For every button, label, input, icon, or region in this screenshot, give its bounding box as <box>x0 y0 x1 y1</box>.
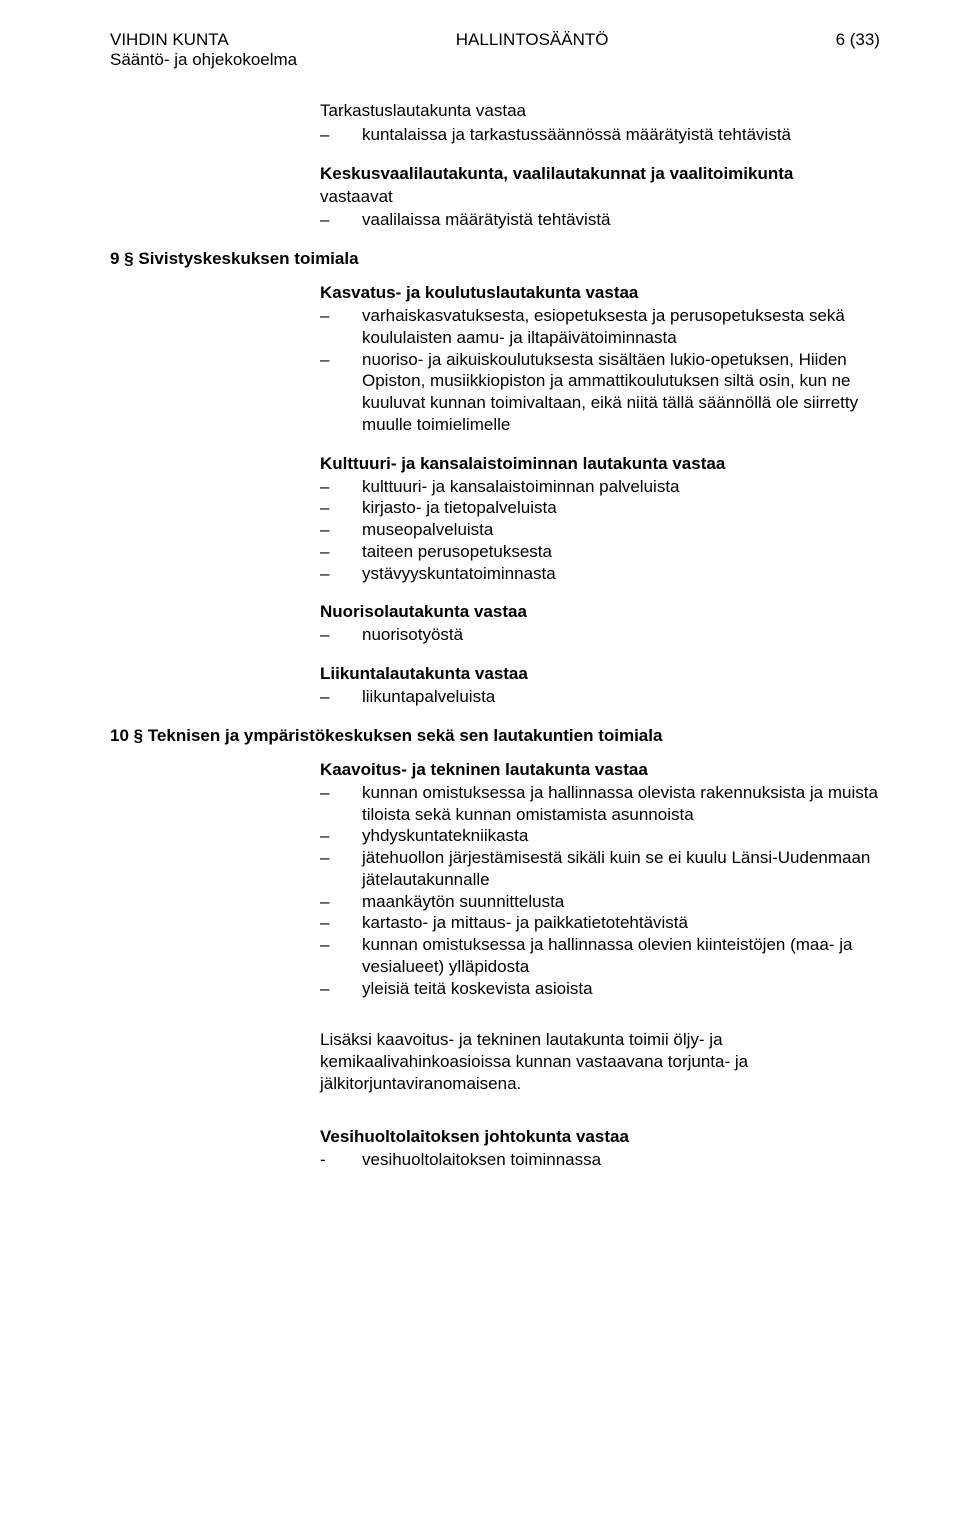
item-list: vesihuoltolaitoksen toiminnassa <box>320 1149 880 1171</box>
section-title: Vesihuoltolaitoksen johtokunta vastaa <box>320 1127 880 1147</box>
section-vesihuolto: Vesihuoltolaitoksen johtokunta vastaa ve… <box>320 1127 880 1171</box>
section-9-heading: 9 § Sivistyskeskuksen toimiala <box>110 249 880 269</box>
list-item: liikuntapalveluista <box>320 686 880 708</box>
item-list: kulttuuri- ja kansalaistoiminnan palvelu… <box>320 476 880 585</box>
list-item: nuorisotyöstä <box>320 624 880 646</box>
section-kasvatus: Kasvatus- ja koulutuslautakunta vastaa v… <box>320 283 880 436</box>
section-title: Keskusvaalilautakunta, vaalilautakunnat … <box>320 164 880 184</box>
section-title: Liikuntalautakunta vastaa <box>320 664 880 684</box>
item-list: varhaiskasvatuksesta, esiopetuksesta ja … <box>320 305 880 436</box>
page-header: VIHDIN KUNTA HALLINTOSÄÄNTÖ 6 (33) <box>110 30 880 50</box>
list-item: kunnan omistuksessa ja hallinnassa olevi… <box>320 782 880 826</box>
spacer <box>110 1113 880 1127</box>
list-item: museopalveluista <box>320 519 880 541</box>
section-kulttuuri: Kulttuuri- ja kansalaistoiminnan lautaku… <box>320 454 880 585</box>
spacer <box>320 1015 880 1029</box>
header-right: 6 (33) <box>836 30 880 50</box>
header-left: VIHDIN KUNTA <box>110 30 229 50</box>
header-center: HALLINTOSÄÄNTÖ <box>456 30 609 50</box>
list-item: kirjasto- ja tietopalveluista <box>320 497 880 519</box>
list-item: vaalilaissa määrätyistä tehtävistä <box>320 209 880 231</box>
section-nuoriso: Nuorisolautakunta vastaa nuorisotyöstä <box>320 602 880 646</box>
list-item: yhdyskuntatekniikasta <box>320 825 880 847</box>
section-title: Kulttuuri- ja kansalaistoiminnan lautaku… <box>320 454 880 474</box>
section-kaavoitus: Kaavoitus- ja tekninen lautakunta vastaa… <box>320 760 880 1095</box>
section-lead: vastaavat <box>320 186 880 208</box>
item-list: nuorisotyöstä <box>320 624 880 646</box>
section-tail-paragraph: Lisäksi kaavoitus- ja tekninen lautakunt… <box>320 1029 880 1094</box>
list-item: kulttuuri- ja kansalaistoiminnan palvelu… <box>320 476 880 498</box>
section-liikunta: Liikuntalautakunta vastaa liikuntapalvel… <box>320 664 880 708</box>
document-page: VIHDIN KUNTA HALLINTOSÄÄNTÖ 6 (33) Säänt… <box>0 0 960 1539</box>
list-item: varhaiskasvatuksesta, esiopetuksesta ja … <box>320 305 880 349</box>
section-tarkastuslautakunta: Tarkastuslautakunta vastaa kuntalaissa j… <box>320 100 880 146</box>
list-item: kartasto- ja mittaus- ja paikkatietoteht… <box>320 912 880 934</box>
list-item: nuoriso- ja aikuiskoulutuksesta sisältäe… <box>320 349 880 436</box>
header-sub: Sääntö- ja ohjekokoelma <box>110 50 880 70</box>
section-title: Nuorisolautakunta vastaa <box>320 602 880 622</box>
item-list: vaalilaissa määrätyistä tehtävistä <box>320 209 880 231</box>
item-list: liikuntapalveluista <box>320 686 880 708</box>
section-title: Kaavoitus- ja tekninen lautakunta vastaa <box>320 760 880 780</box>
list-item: maankäytön suunnittelusta <box>320 891 880 913</box>
list-item: ystävyyskuntatoiminnasta <box>320 563 880 585</box>
section-10-heading: 10 § Teknisen ja ympäristökeskuksen sekä… <box>110 726 880 746</box>
list-item: yleisiä teitä koskevista asioista <box>320 978 880 1000</box>
list-item: kuntalaissa ja tarkastussäännössä määrät… <box>320 124 880 146</box>
list-item: taiteen perusopetuksesta <box>320 541 880 563</box>
section-title: Tarkastuslautakunta vastaa <box>320 100 880 122</box>
item-list: kuntalaissa ja tarkastussäännössä määrät… <box>320 124 880 146</box>
section-title: Kasvatus- ja koulutuslautakunta vastaa <box>320 283 880 303</box>
list-item: vesihuoltolaitoksen toiminnassa <box>320 1149 880 1171</box>
section-keskusvaalilautakunta: Keskusvaalilautakunta, vaalilautakunnat … <box>320 164 880 232</box>
list-item: kunnan omistuksessa ja hallinnassa olevi… <box>320 934 880 978</box>
item-list: kunnan omistuksessa ja hallinnassa olevi… <box>320 782 880 1000</box>
list-item: jätehuollon järjestämisestä sikäli kuin … <box>320 847 880 891</box>
